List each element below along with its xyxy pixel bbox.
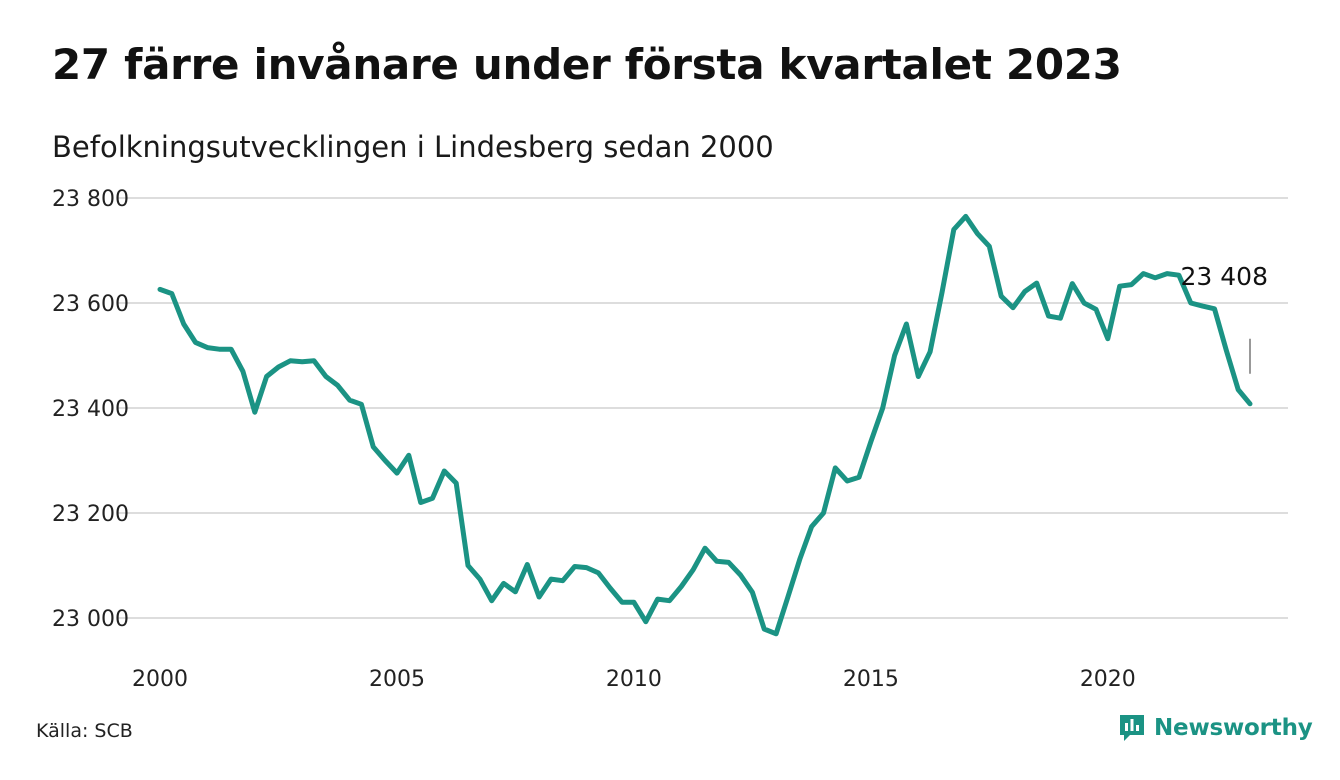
end-value-label: 23 408 xyxy=(1181,262,1268,291)
y-tick-label: 23 600 xyxy=(52,292,129,317)
y-tick-label: 23 000 xyxy=(52,607,129,632)
brand-logo: Newsworthy xyxy=(1118,713,1313,743)
x-tick-label: 2000 xyxy=(132,667,188,692)
y-tick-label: 23 200 xyxy=(52,502,129,527)
chart-subtitle: Befolkningsutvecklingen i Lindesberg sed… xyxy=(52,130,774,164)
x-tick-label: 2010 xyxy=(606,667,662,692)
y-tick-label: 23 800 xyxy=(52,187,129,212)
y-axis-ticks: 23 000 23 200 23 400 23 600 23 800 xyxy=(52,187,129,632)
newsworthy-logo-icon xyxy=(1120,715,1144,741)
brand-name: Newsworthy xyxy=(1154,715,1313,741)
source-note: Källa: SCB xyxy=(36,720,133,742)
series-line xyxy=(157,213,1253,637)
gridlines xyxy=(118,197,1288,619)
x-tick-label: 2005 xyxy=(369,667,425,692)
y-tick-label: 23 400 xyxy=(52,397,129,422)
x-tick-label: 2015 xyxy=(843,667,899,692)
chart-title: 27 färre invånare under första kvartalet… xyxy=(52,40,1122,89)
x-tick-label: 2020 xyxy=(1080,667,1136,692)
x-axis-ticks: 2000 2005 2010 2015 2020 xyxy=(132,667,1136,692)
